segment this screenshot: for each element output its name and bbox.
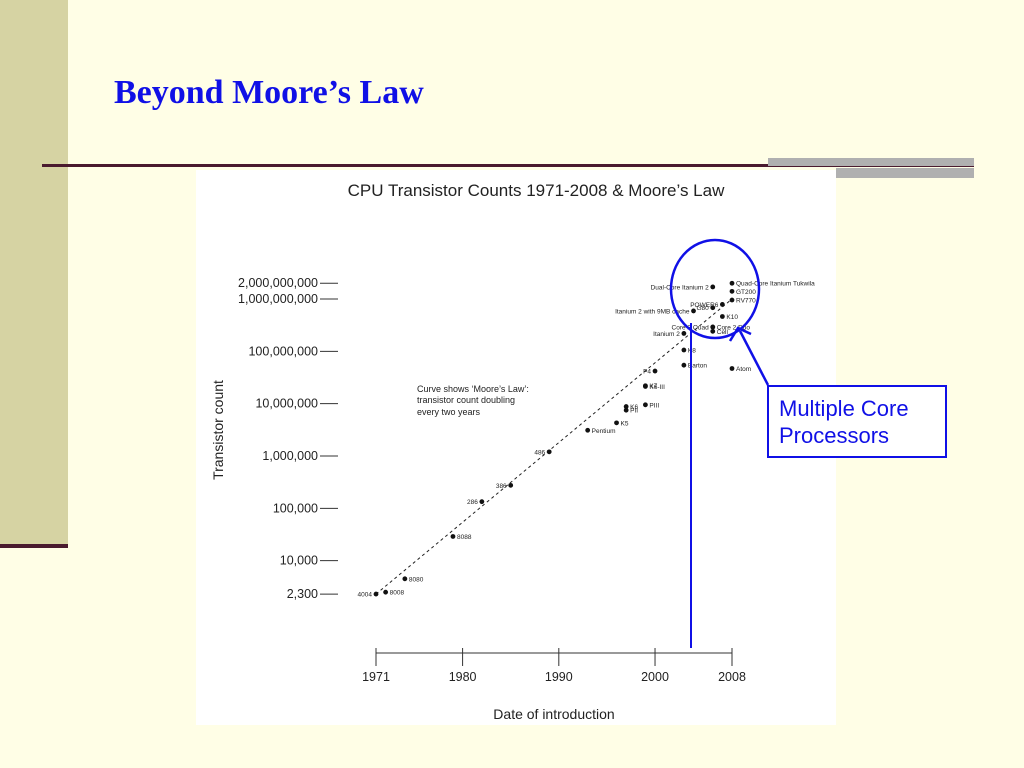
data-label-3: 8088 [457,534,472,541]
data-label-8: K5 [621,420,629,427]
data-point-3 [450,534,456,539]
callout-line-1: Multiple Core [779,396,909,421]
data-point-15 [681,362,687,368]
data-label-29: Atom [736,366,751,373]
x-tick-label-2: 1990 [545,670,573,684]
y-tick-label-7: 2,300 [287,587,318,601]
slide-title: Beyond Moore’s Law [114,74,424,111]
data-point-17 [681,331,687,336]
data-label-17: Itanium 2 [653,331,680,338]
data-label-2: 8080 [409,576,424,583]
left-decor-underline [0,544,68,548]
data-label-1: 8008 [390,590,405,597]
data-point-18 [691,308,696,314]
title-rule-accent-upper [768,158,974,166]
y-tick-label-2: 100,000,000 [248,344,318,358]
data-label-11: PIII [649,402,659,409]
data-point-14 [652,368,658,374]
chart-panel: CPU Transistor Counts 1971-2008 & Moore’… [196,170,836,725]
y-tick-label-0: 2,000,000,000 [238,276,318,290]
data-point-27 [729,288,735,294]
x-tick-label-1: 1980 [449,670,477,684]
chart-title: CPU Transistor Counts 1971-2008 & Moore’… [348,181,725,200]
data-label-7: Pentium [592,428,616,435]
data-point-6 [546,449,552,455]
y-tick-label-6: 10,000 [280,554,318,568]
data-label-18: Itanium 2 with 9MB cache [615,308,690,315]
data-label-9: PII [630,408,638,415]
data-label-16: K8 [688,348,696,355]
data-point-28 [729,280,735,286]
annotation-line-3: every two years [417,407,481,417]
data-point-9 [623,407,629,413]
data-label-21: Cell [717,329,729,336]
data-point-7 [585,427,591,433]
data-point-4 [479,499,485,505]
data-point-24 [719,314,725,319]
x-tick-label-3: 2000 [641,670,669,684]
data-label-26: RV770 [736,298,756,305]
data-label-19: Core 2 Quad [672,325,710,332]
data-point-20 [710,324,716,330]
data-point-29 [729,366,735,371]
callout-box: Multiple Core Processors [767,385,947,458]
data-label-27: GT200 [736,289,756,296]
left-decor-bar [0,0,68,547]
axes-group: 2,000,000,000 1,000,000,000 100,000,000 10,… [238,276,746,684]
data-point-10 [623,404,629,409]
data-point-0 [373,591,379,597]
y-tick-label-3: 10,000,000 [255,397,318,411]
data-label-13: K7 [649,383,657,390]
data-point-26 [729,297,735,303]
annotation-line-2: transistor count doubling [417,395,515,405]
data-point-2 [402,576,408,582]
x-tick-label-0: 1971 [362,670,390,684]
data-label-28: Quad-Core Itanium Tukwila [736,281,815,288]
moores-law-trend-line [375,298,733,595]
data-label-0: 4004 [358,592,373,599]
y-tick-label-5: 100,000 [273,501,318,515]
y-tick-label-1: 1,000,000,000 [238,292,318,306]
data-point-1 [383,589,389,595]
data-point-21 [710,328,716,334]
title-rule-accent-lower [836,168,974,178]
data-point-16 [681,347,687,353]
data-label-15: Barton [688,363,708,370]
data-label-12: K6-III [649,384,665,391]
data-point-11 [643,402,648,408]
data-label-6: 486 [534,449,545,456]
y-tick-label-4: 1,000,000 [262,449,318,463]
annotation-line-1: Curve shows ‘Moore’s Law’: [417,384,529,394]
data-point-13 [643,383,648,389]
callout-line-2: Processors [779,423,890,448]
x-tick-label-4: 2008 [718,670,746,684]
data-point-25 [710,284,716,290]
data-label-5: 386 [496,483,507,490]
data-label-25: Dual-Core Itanium 2 [651,284,710,291]
data-label-23: POWER6 [690,302,719,309]
data-label-24: K10 [726,314,738,321]
y-axis-label: Transistor count [210,380,226,480]
data-point-8 [614,420,619,426]
x-axis-label: Date of introduction [493,706,614,722]
data-label-4: 286 [467,499,478,506]
data-label-14: P4 [643,369,651,376]
data-point-23 [719,301,725,307]
data-label-10: K6 [630,404,638,411]
transistor-chart: CPU Transistor Counts 1971-2008 & Moore’… [210,181,816,722]
data-point-5 [508,482,514,488]
title-rule [42,164,974,167]
